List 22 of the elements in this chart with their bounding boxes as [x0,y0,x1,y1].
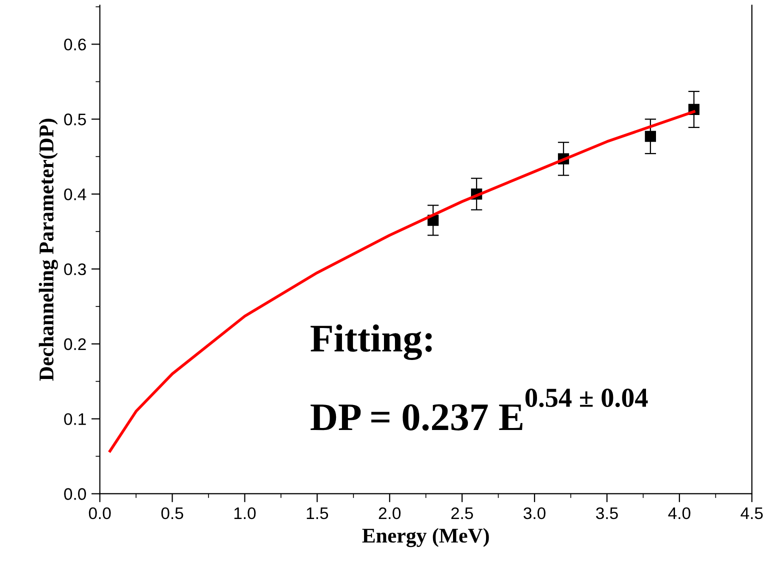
x-tick-label: 4.0 [668,507,690,520]
x-tick-label: 4.5 [740,508,763,520]
y-tick-label: 0.5 [64,114,86,126]
annotation: Fitting: [310,324,432,360]
y-tick-label: 0.4 [64,188,86,200]
y-tick-label: 0.2 [64,338,86,350]
y-tick-label: 0.3 [64,263,86,276]
x-tick-label: 0.0 [88,507,111,520]
x-tick-label: 3.5 [596,507,618,520]
x-tick-label: 1.5 [306,508,328,520]
x-tick-label: 0.5 [161,507,184,520]
y-axis-title: Dechanneling Parameter(DP) [38,118,58,381]
y-tick-label: 0.1 [64,413,86,426]
x-axis-title: Energy (MeV) [362,528,489,548]
y-tick-label: 0.6 [64,38,86,50]
x-tick-label: 2.0 [378,507,401,520]
annotation: DP = 0.237 E0.54 ± 0.04 [310,388,648,431]
point [644,130,656,142]
x-tick-label: 1.0 [234,507,256,520]
x-tick-label: 3.0 [524,507,546,520]
x-tick-label: 2.5 [451,507,473,520]
y-tick-label: 0.0 [64,488,86,500]
